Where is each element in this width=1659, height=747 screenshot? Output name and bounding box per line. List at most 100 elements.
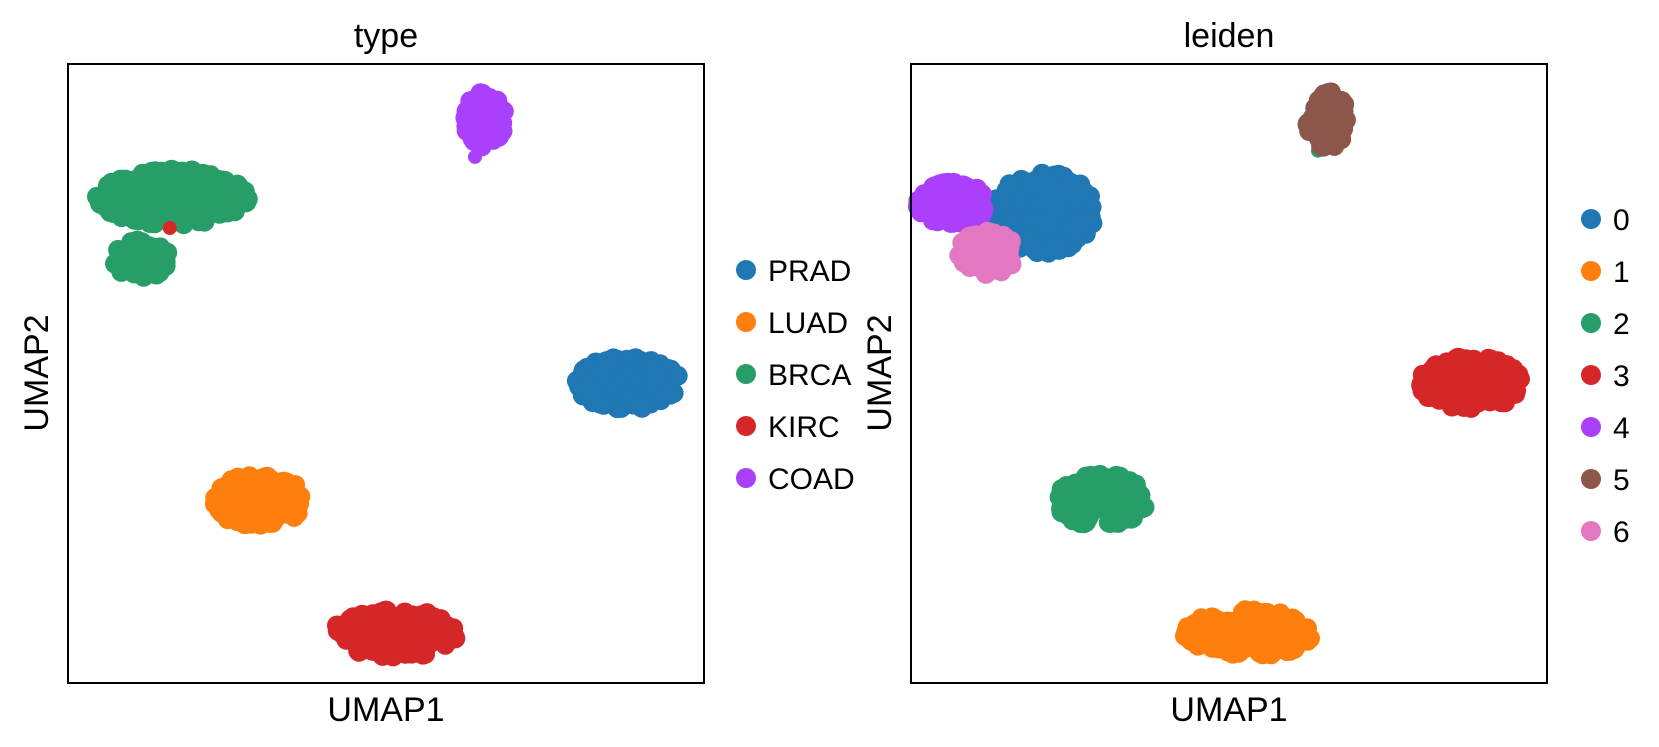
data-point [1478,348,1499,369]
data-point [1035,178,1056,199]
legend-marker [1581,521,1601,541]
data-point [969,198,990,219]
series-3 [1411,347,1530,418]
data-point [993,187,1014,208]
data-point [183,170,204,191]
data-point [667,365,688,386]
data-point [284,499,305,519]
data-point [971,252,992,273]
legend-label: 2 [1613,308,1630,341]
data-point [381,623,402,644]
legend-marker [736,416,756,436]
data-point [1508,364,1529,385]
legend-label: COAD [768,463,855,496]
data-point [241,482,262,503]
data-point [405,625,426,646]
panel-leiden: leiden UMAP1 UMAP2 0 1 2 3 4 5 6 [861,17,1630,729]
series-2 [1049,143,1325,534]
data-point [384,606,405,627]
data-point [1266,637,1287,658]
data-point [490,121,511,142]
legend-marker [1581,365,1601,385]
legend-item-3: 3 [1581,360,1630,393]
data-point [1282,621,1303,642]
data-point [1045,197,1066,218]
series-6 [949,221,1022,284]
data-point [109,247,130,268]
data-point [1074,185,1095,206]
data-point [278,477,299,498]
data-point-outlier [468,149,482,164]
legend-item-LUAD: LUAD [736,307,848,340]
data-point [1069,216,1090,237]
data-point [139,164,160,185]
y-axis-label: UMAP2 [861,314,899,431]
data-point [1417,377,1438,398]
legend-label: LUAD [768,307,848,340]
data-point [1188,635,1208,656]
data-point [983,223,1004,244]
series-1 [1175,600,1320,665]
series-4 [907,172,994,233]
legend-label: KIRC [768,411,840,444]
legend-item-4: 4 [1581,412,1630,445]
data-point [356,613,377,634]
legend-item-PRAD: PRAD [736,255,851,288]
data-point [222,194,243,215]
series-LUAD [137,267,311,535]
y-axis-label: UMAP2 [18,314,56,431]
data-point [587,362,608,383]
legend-label: 6 [1613,516,1630,549]
data-point [167,188,188,209]
legend-label: 5 [1613,464,1630,497]
legend-label: 3 [1613,360,1630,393]
legend-item-BRCA: BRCA [736,359,851,392]
legend-marker [736,260,756,280]
panel-title: leiden [1184,17,1275,55]
data-point [194,211,215,232]
legend-item-2: 2 [1581,308,1630,341]
legend-item-COAD: COAD [736,463,855,496]
scatter-points [907,82,1530,665]
data-point [1325,121,1345,142]
data-point [1107,471,1128,492]
data-point [1258,619,1279,640]
data-point [149,185,170,206]
legend-label: PRAD [768,255,851,288]
data-point [1024,239,1045,259]
data-point [631,395,651,416]
legend-marker [1581,417,1601,437]
data-point [402,605,423,626]
data-point [1198,614,1219,635]
data-point [472,83,493,104]
data-point [914,197,935,218]
legend-label: 0 [1613,204,1630,237]
legend-item-0: 0 [1581,204,1630,237]
data-point [142,258,162,279]
legend-marker [736,312,756,332]
legend: PRAD LUAD BRCA KIRC COAD [736,255,855,496]
data-point [645,367,666,388]
data-point [1249,642,1270,663]
data-point [270,499,291,520]
legend-item-KIRC: KIRC [736,411,840,444]
legend-item-5: 5 [1581,464,1630,497]
data-point [955,248,976,269]
data-point [1224,638,1244,659]
data-point [1453,396,1474,417]
data-point [197,193,218,214]
data-point [1123,478,1144,499]
panel-type: type UMAP1 UMAP2 PRAD LUAD BRCA KIRC COAD [18,17,855,729]
series-5 [1297,82,1356,157]
data-point [1254,602,1274,623]
data-point [124,263,145,284]
legend-marker [736,364,756,384]
data-point [198,170,219,191]
data-point [1478,385,1499,405]
data-point [1068,478,1089,499]
x-axis-label: UMAP1 [327,691,444,729]
data-point-outlier [162,221,177,235]
legend-label: 1 [1613,256,1630,289]
legend-marker [1581,313,1601,333]
